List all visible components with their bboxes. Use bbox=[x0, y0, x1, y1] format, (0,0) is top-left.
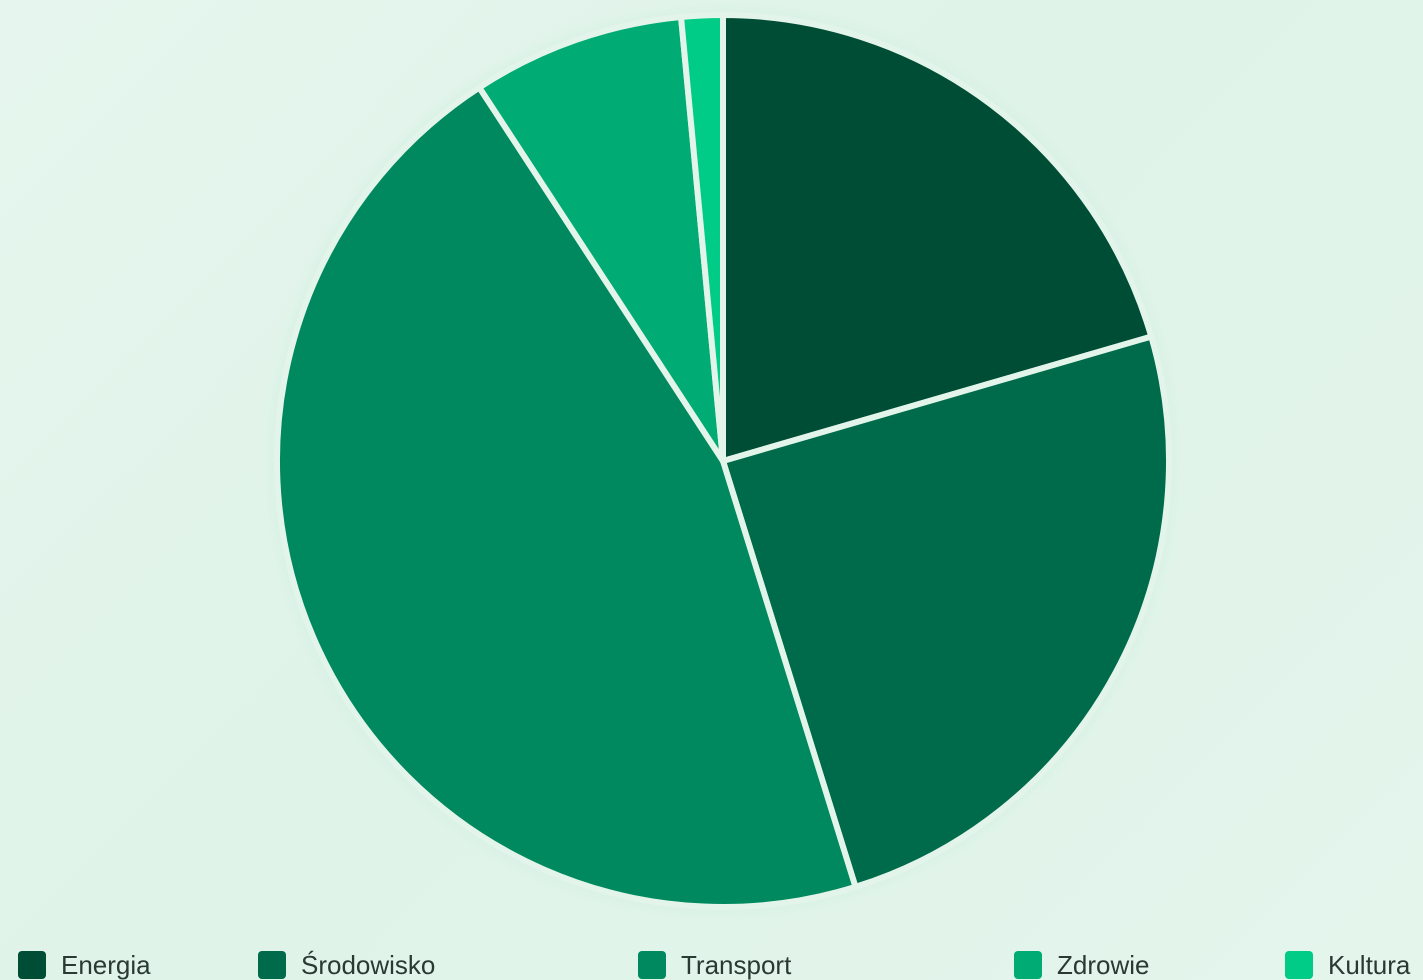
pie-slice-2[interactable] bbox=[274, 84, 859, 910]
pie-slices bbox=[274, 12, 1172, 910]
legend-swatch bbox=[258, 951, 286, 979]
legend-label: Transport bbox=[681, 950, 792, 980]
legend-swatch bbox=[638, 951, 666, 979]
pie-slice-3[interactable] bbox=[476, 13, 726, 464]
legend-label: Zdrowie bbox=[1057, 950, 1150, 980]
legend-item[interactable]: Zdrowie bbox=[1014, 950, 1149, 980]
pie-plot-area bbox=[271, 9, 1175, 913]
legend-label: Środowisko bbox=[301, 950, 436, 980]
legend-swatch bbox=[1285, 951, 1313, 979]
legend-swatch bbox=[18, 951, 46, 979]
legend-item[interactable]: Kultura bbox=[1285, 950, 1410, 980]
legend-item[interactable]: Energia bbox=[18, 950, 151, 980]
pie-slice-4[interactable] bbox=[678, 12, 726, 464]
legend-item[interactable]: Transport bbox=[638, 950, 791, 980]
legend-label: Kultura bbox=[1328, 950, 1411, 980]
legend-label: Energia bbox=[61, 950, 151, 980]
legend-item[interactable]: Środowisko bbox=[258, 950, 435, 980]
pie-slice-0[interactable] bbox=[720, 12, 1155, 464]
legend-swatch bbox=[1014, 951, 1042, 979]
pie-slice-1[interactable] bbox=[720, 333, 1172, 890]
